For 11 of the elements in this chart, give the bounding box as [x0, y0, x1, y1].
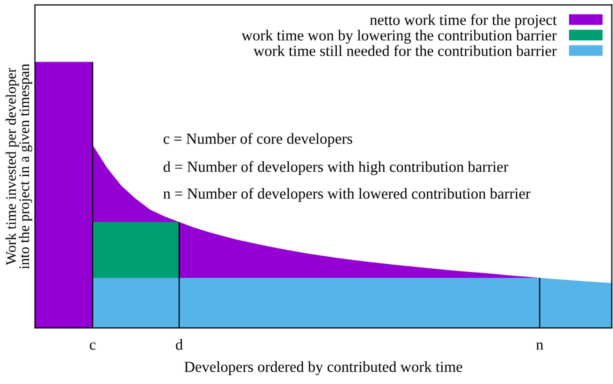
annotation: n = Number of developers with lowered contribution barrier	[163, 188, 530, 202]
x-tick-label: d	[176, 339, 183, 350]
legend-label: work time won by lowering the contribution barrier	[242, 30, 557, 44]
legend-label: netto work time for the project	[370, 14, 557, 28]
x-axis-title: Developers ordered by contributed work time	[184, 361, 462, 376]
legend-label: work time still needed for the contribution barrier	[253, 45, 557, 56]
y-axis-title: Work time invested per developer into the project in a given timespan	[6, 64, 32, 270]
annotation: d = Number of developers with high contribution barrier	[164, 161, 508, 176]
annotation: c = Number of core developers	[164, 132, 352, 147]
x-tick-label: n	[536, 342, 544, 350]
x-tick-label: c	[90, 342, 96, 350]
